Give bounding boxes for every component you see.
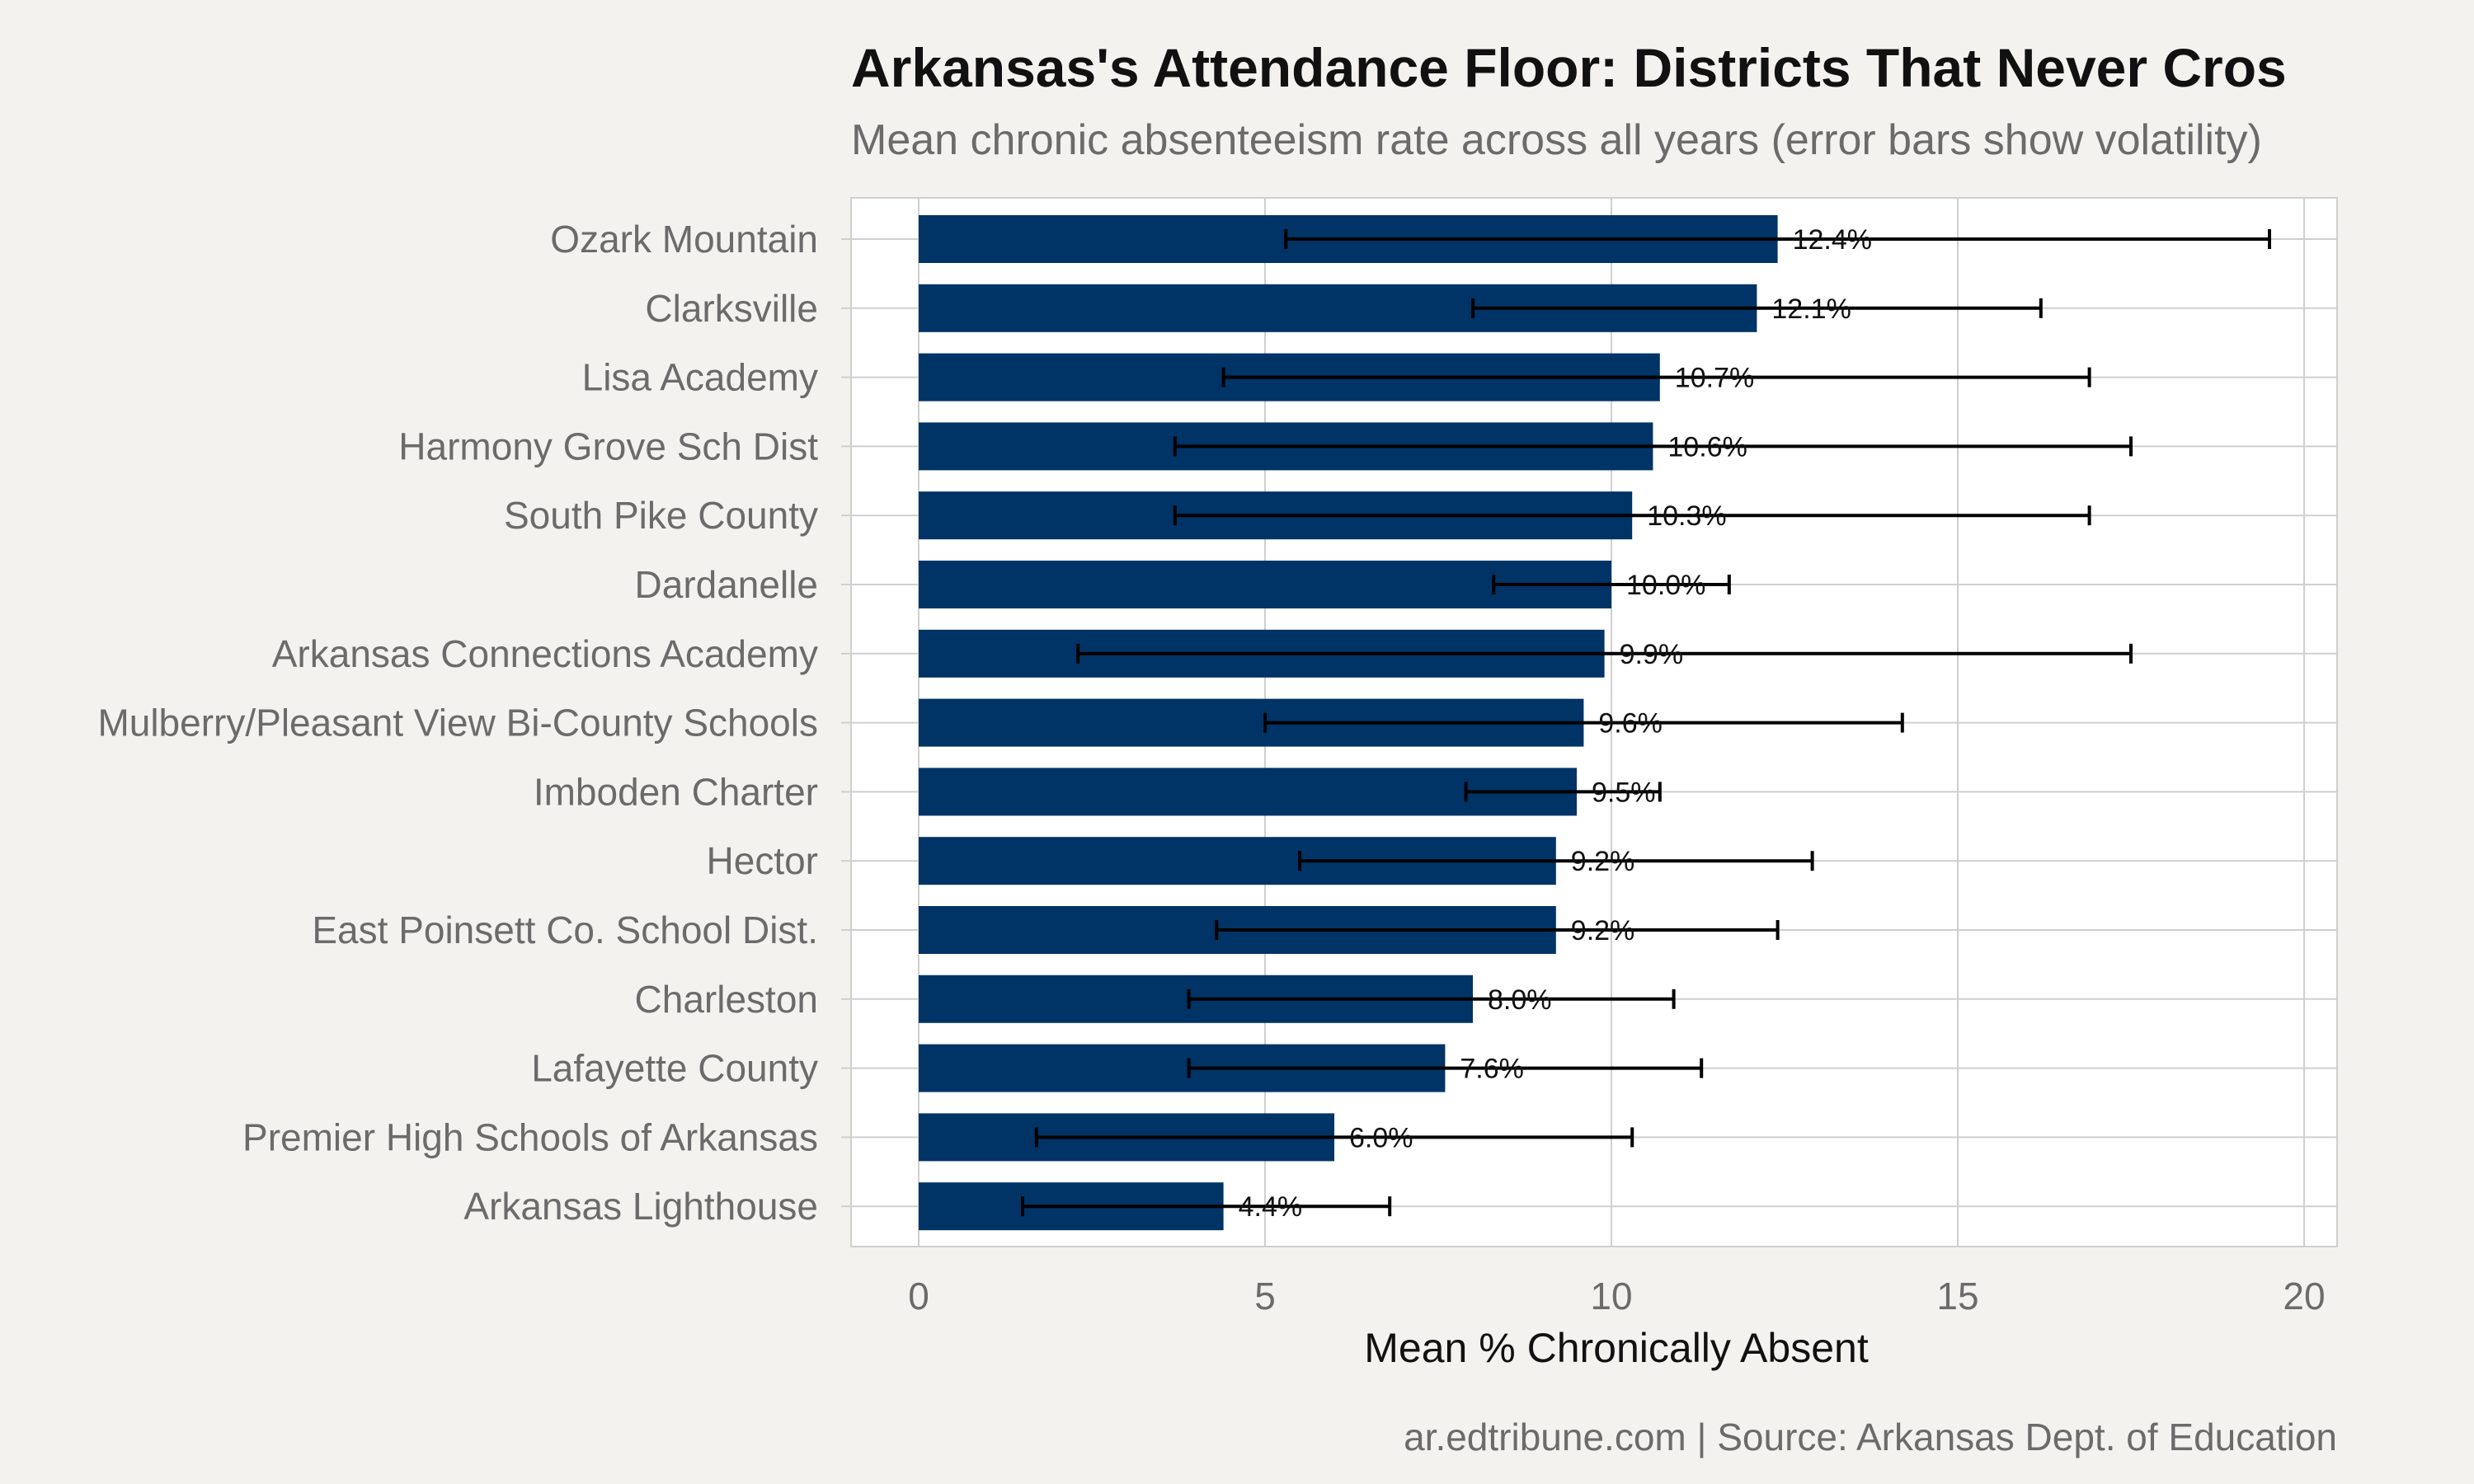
value-label: 6.0% <box>1349 1122 1413 1153</box>
value-label: 10.7% <box>1675 363 1754 394</box>
x-tick-label: 0 <box>908 1275 929 1317</box>
value-label: 9.5% <box>1592 777 1656 808</box>
category-label: Lisa Academy <box>582 356 818 399</box>
value-label: 9.2% <box>1571 915 1635 946</box>
value-label: 10.6% <box>1667 431 1747 463</box>
category-label: Mulberry/Pleasant View Bi-County Schools <box>97 702 818 744</box>
x-tick-label: 20 <box>2283 1275 2325 1317</box>
value-label: 12.4% <box>1793 224 1872 256</box>
chart-subtitle: Mean chronic absenteeism rate across all… <box>851 116 2262 164</box>
category-label: East Poinsett Co. School Dist. <box>312 909 818 951</box>
category-label: Dardanelle <box>635 563 818 606</box>
value-label: 9.9% <box>1620 639 1684 670</box>
category-label: Premier High Schools of Arkansas <box>242 1115 818 1158</box>
category-label: Arkansas Connections Academy <box>272 632 818 675</box>
x-tick-label: 15 <box>1936 1275 1978 1317</box>
category-label: Charleston <box>635 978 818 1021</box>
chart-caption: ar.edtribune.com | Source: Arkansas Dept… <box>1404 1416 2337 1458</box>
category-label: Arkansas Lighthouse <box>463 1185 818 1228</box>
x-axis-ticks: 0 5 10 15 20 <box>908 1275 2325 1317</box>
x-axis-title: Mean % Chronically Absent <box>1364 1325 1869 1371</box>
category-label: Lafayette County <box>531 1047 818 1090</box>
value-label: 10.3% <box>1647 500 1726 532</box>
value-label: 10.0% <box>1626 570 1705 601</box>
value-label: 9.6% <box>1598 708 1663 740</box>
value-label: 7.6% <box>1460 1054 1524 1085</box>
x-tick-label: 5 <box>1254 1275 1276 1317</box>
category-label: Harmony Grove Sch Dist <box>398 425 818 467</box>
error-bars <box>1021 229 2271 1217</box>
y-axis-labels: Ozark Mountain Clarksville Lisa Academy Har… <box>97 218 818 1228</box>
category-label: Imboden Charter <box>534 770 818 813</box>
category-label: South Pike County <box>504 494 818 537</box>
value-labels: 12.4% 12.1% 10.7% 10.6% 10.3% 10.0% 9.9% 9.6% 9.… <box>1239 224 1872 1223</box>
chart-title: Arkansas's Attendance Floor: Districts T… <box>851 37 2287 98</box>
value-label: 4.4% <box>1239 1191 1303 1223</box>
category-label: Hector <box>707 839 818 882</box>
value-label: 12.1% <box>1771 294 1851 325</box>
category-label: Ozark Mountain <box>550 218 818 261</box>
value-label: 8.0% <box>1488 984 1552 1016</box>
category-label: Clarksville <box>645 287 818 330</box>
x-tick-label: 10 <box>1590 1275 1632 1317</box>
value-label: 9.2% <box>1571 846 1635 877</box>
